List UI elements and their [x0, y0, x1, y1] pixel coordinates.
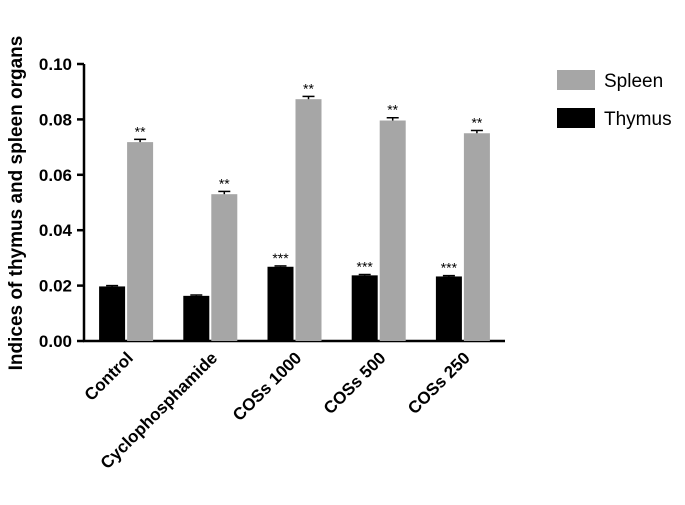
significance-label: **	[387, 102, 398, 118]
y-axis-title: Indices of thymus and spleen organs	[6, 36, 27, 371]
thymus-bar	[183, 295, 210, 341]
y-axis-ticks: 0.00 0.02 0.04 0.06 0.08 0.10	[39, 55, 84, 351]
bars: *******************	[99, 80, 490, 342]
significance-label: ***	[272, 250, 289, 266]
y-tick-label: 0.00	[39, 332, 72, 351]
significance-label: **	[471, 114, 482, 130]
legend-label: Spleen	[604, 71, 663, 92]
thymus-bar	[435, 276, 462, 341]
y-tick-label: 0.06	[39, 166, 72, 185]
x-category-label: Control	[81, 348, 137, 404]
significance-label: **	[135, 123, 146, 139]
spleen-bar	[295, 99, 322, 341]
spleen-bar	[463, 133, 490, 341]
legend-swatch	[557, 70, 595, 90]
significance-label: **	[219, 175, 230, 191]
x-category-label: COSs 1000	[229, 348, 305, 424]
y-tick-label: 0.02	[39, 277, 72, 296]
axes	[82, 64, 505, 343]
legend-swatch	[557, 108, 595, 128]
significance-label: ***	[441, 260, 458, 276]
thymus-bar	[267, 266, 294, 341]
legend: Spleen Thymus	[557, 70, 672, 130]
thymus-bar	[351, 275, 378, 341]
x-category-label: COSs 250	[404, 348, 474, 418]
x-category-label: COSs 500	[320, 348, 390, 418]
y-tick-label: 0.08	[39, 110, 72, 129]
spleen-bar	[211, 194, 238, 341]
thymus-bar	[99, 286, 126, 341]
significance-label: ***	[357, 259, 374, 275]
significance-label: **	[303, 80, 314, 96]
y-tick-label: 0.04	[39, 221, 73, 240]
legend-label: Thymus	[604, 109, 672, 130]
spleen-bar	[379, 120, 406, 342]
y-tick-label: 0.10	[39, 55, 72, 74]
spleen-bar	[127, 142, 154, 341]
